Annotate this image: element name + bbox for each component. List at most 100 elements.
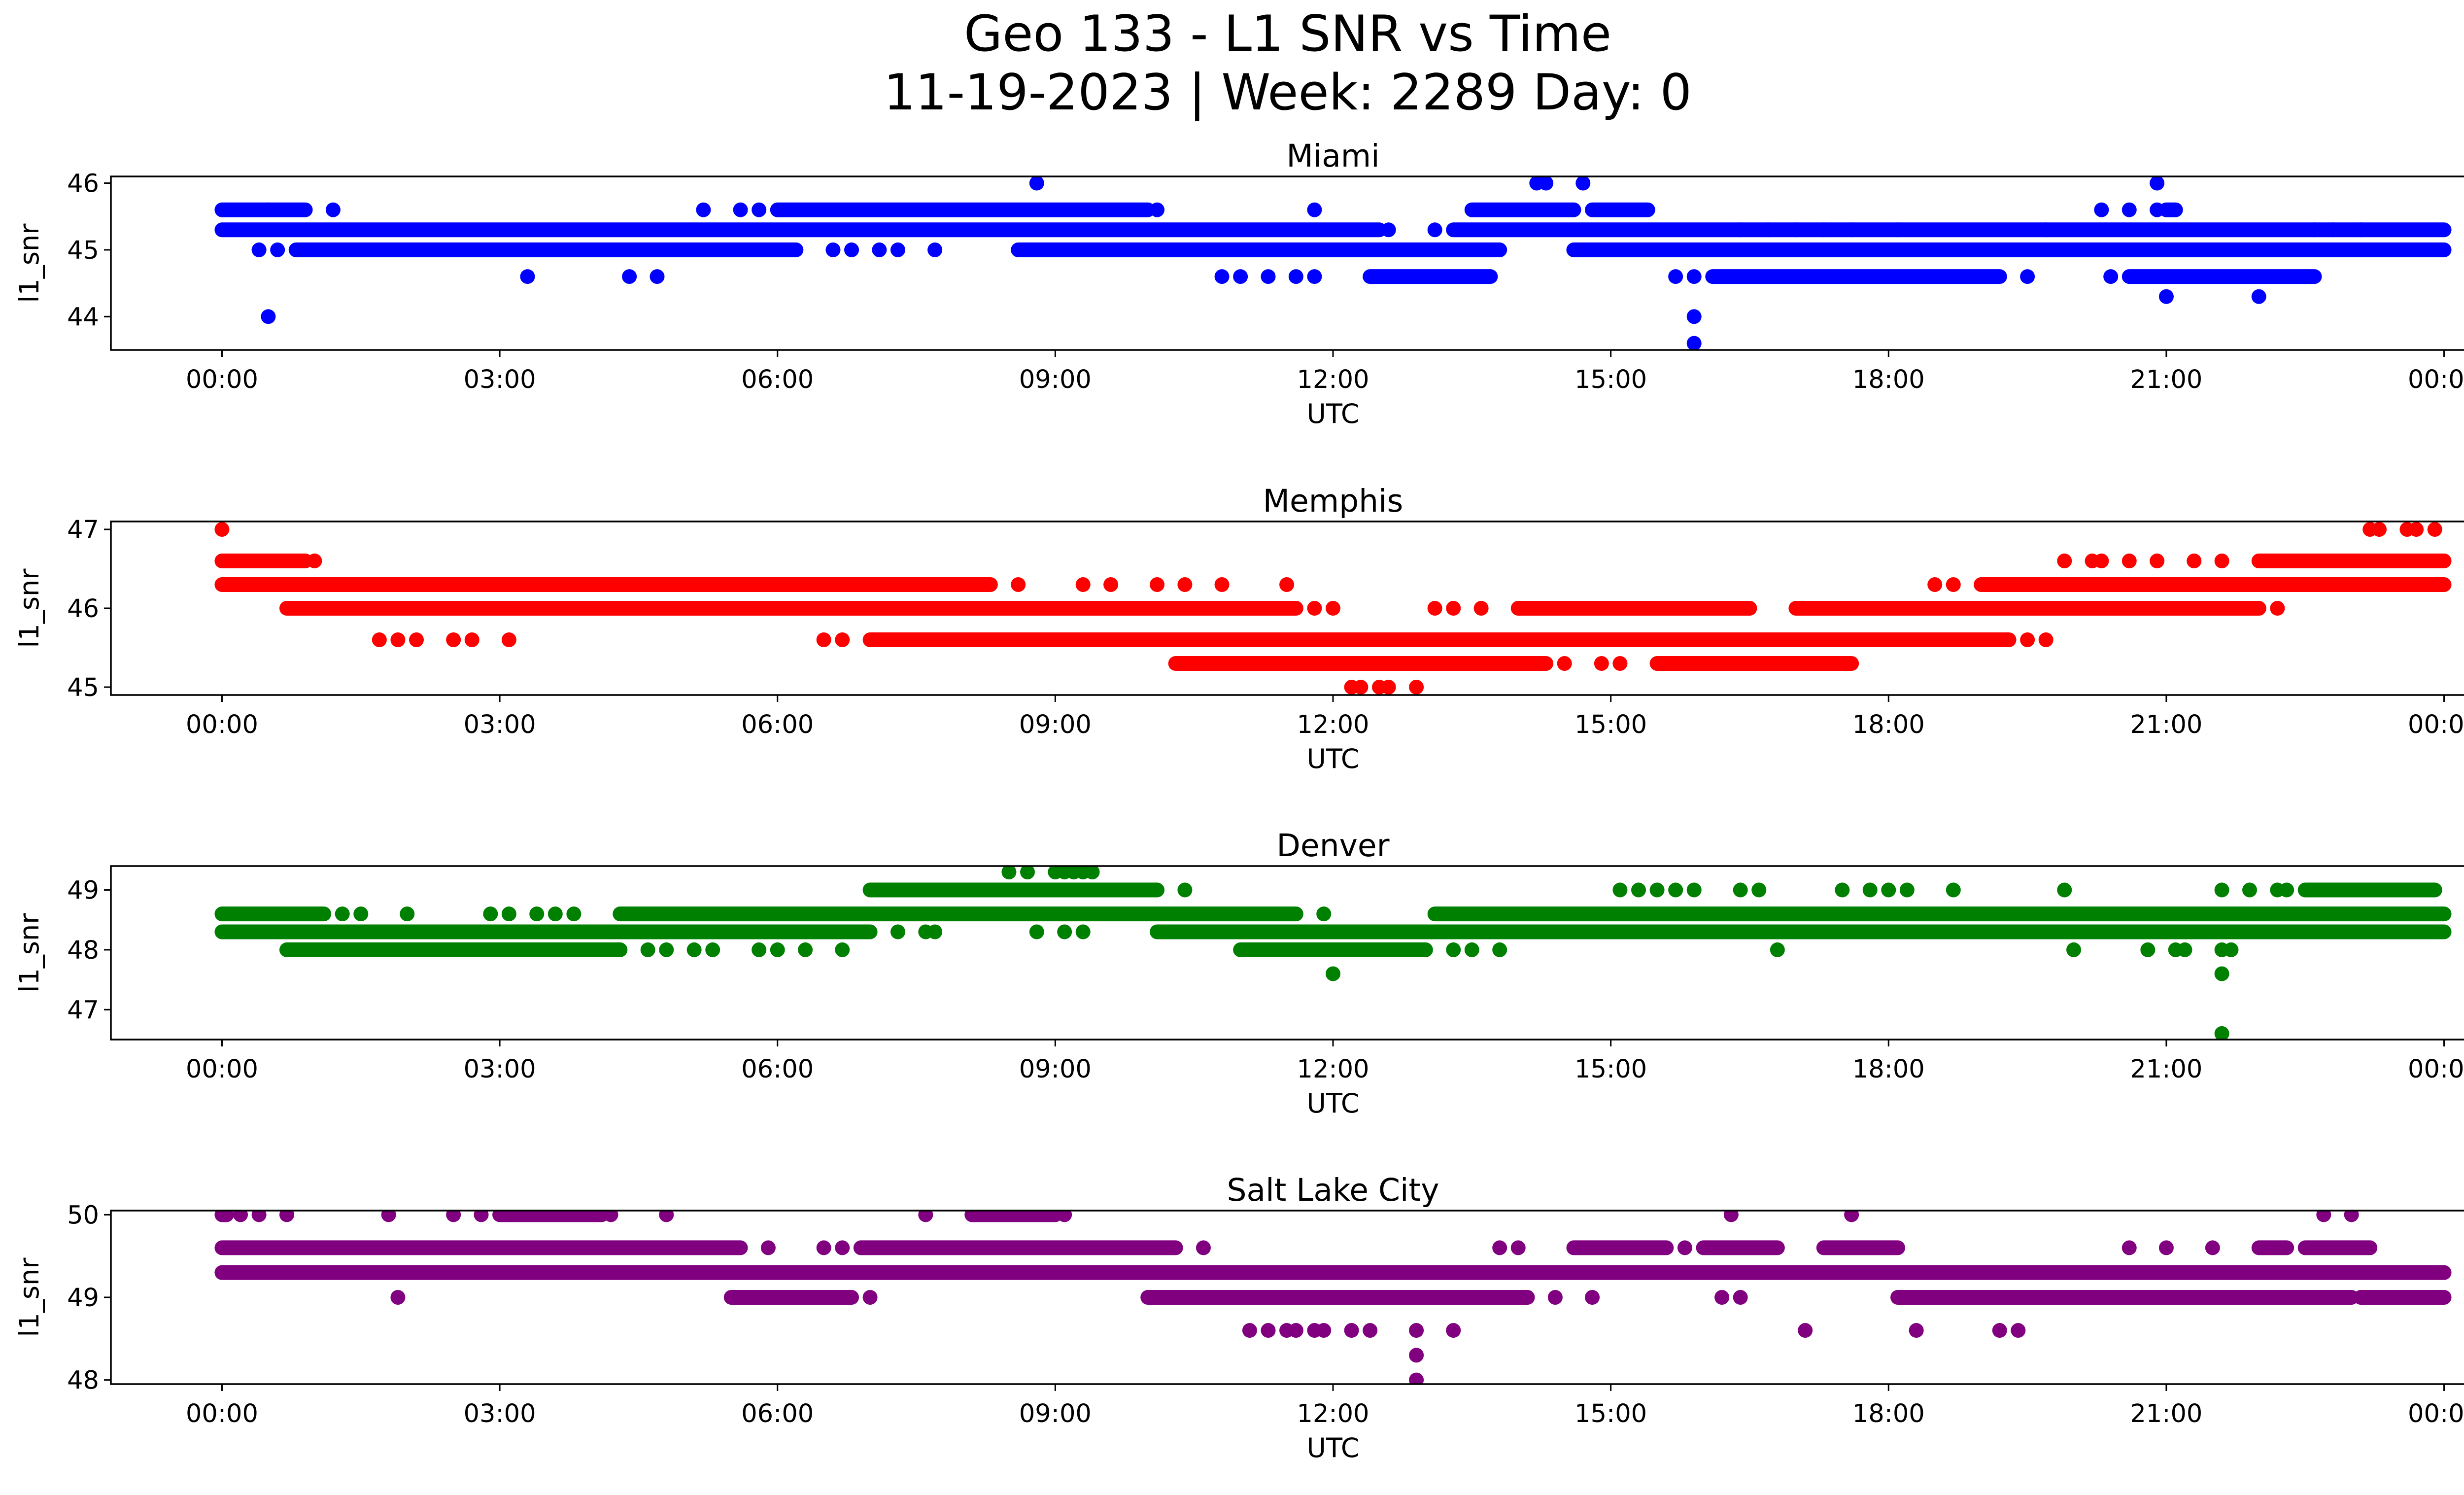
data-point xyxy=(1788,222,1804,238)
data-point xyxy=(270,242,285,257)
data-point xyxy=(1594,656,1609,671)
data-point xyxy=(279,1211,294,1222)
data-point xyxy=(409,632,424,647)
data-point xyxy=(261,309,276,324)
data-point xyxy=(816,632,831,647)
data-point xyxy=(2409,522,2424,537)
data-point xyxy=(2020,632,2035,647)
data-point xyxy=(2140,942,2156,957)
data-point xyxy=(2214,882,2229,898)
data-point xyxy=(1733,882,1748,898)
data-point xyxy=(2316,1211,2331,1222)
subplots-container: Miami 44 45 46 00:00 03:00 06:00 09:00 12:00 15:0… xyxy=(14,138,2464,1463)
data-point xyxy=(1075,577,1091,592)
x-tick-label: 00:00 xyxy=(2408,1399,2464,1428)
x-tick-label: 06:00 xyxy=(741,365,814,394)
data-point xyxy=(2279,882,2294,898)
data-point xyxy=(548,906,563,922)
data-point xyxy=(835,1240,850,1255)
data-point xyxy=(1427,222,1442,238)
y-tick-label: 49 xyxy=(67,1284,99,1313)
data-point xyxy=(1150,202,1165,217)
x-tick-label: 03:00 xyxy=(464,1399,536,1428)
data-point xyxy=(501,632,516,647)
data-point xyxy=(825,242,841,257)
data-point xyxy=(1492,1240,1507,1255)
x-tick-label: 06:00 xyxy=(741,710,814,739)
data-point xyxy=(2177,942,2192,957)
data-point xyxy=(862,1290,878,1305)
data-point xyxy=(1177,577,1193,592)
x-tick-label: 06:00 xyxy=(741,1399,814,1428)
data-point xyxy=(640,942,655,957)
data-point xyxy=(1862,882,1878,898)
chart-title-line2: 11-19-2023 | Week: 2289 Day: 0 xyxy=(884,63,1692,122)
data-point xyxy=(1196,1240,1211,1255)
subplot-data xyxy=(214,176,2452,350)
data-point xyxy=(1761,222,1776,238)
data-point xyxy=(2150,554,2165,568)
data-point xyxy=(1927,577,1943,592)
data-point xyxy=(2122,202,2137,217)
data-point xyxy=(1686,309,1702,324)
data-point xyxy=(1992,1323,2007,1338)
x-tick-label: 00:00 xyxy=(186,1399,258,1428)
x-axis-label: UTC xyxy=(1306,1088,1359,1119)
data-point xyxy=(1326,601,1340,616)
subplot-2: Denver 47 48 49 00:00 03:00 06:00 09:00 12:00 15:… xyxy=(14,828,2464,1119)
data-point xyxy=(353,906,369,922)
data-point xyxy=(1214,269,1230,284)
data-point xyxy=(233,1211,248,1222)
data-point xyxy=(566,906,582,922)
x-tick-label: 12:00 xyxy=(1297,1399,1369,1428)
data-point xyxy=(1631,882,1646,898)
data-point xyxy=(2326,222,2341,238)
data-point xyxy=(1585,1290,1600,1305)
y-tick-label: 45 xyxy=(67,236,99,265)
data-point xyxy=(1649,882,1665,898)
data-point xyxy=(1881,882,1896,898)
data-point xyxy=(835,632,850,647)
data-point xyxy=(1668,882,1683,898)
data-point xyxy=(1177,882,1193,898)
y-tick-label: 46 xyxy=(67,170,99,199)
data-point xyxy=(520,269,535,284)
subplot-data xyxy=(214,522,2452,695)
x-tick-label: 09:00 xyxy=(1019,1055,1092,1084)
x-tick-label: 12:00 xyxy=(1297,710,1369,739)
data-point xyxy=(1020,866,1035,880)
data-point xyxy=(381,1211,396,1222)
data-point xyxy=(1409,1348,1424,1363)
data-point xyxy=(261,202,276,217)
data-point xyxy=(1446,942,1461,957)
data-point xyxy=(1492,942,1507,957)
data-point xyxy=(1446,1323,1461,1338)
data-point xyxy=(1557,656,1572,671)
data-point xyxy=(1381,222,1396,238)
data-point xyxy=(1326,966,1340,981)
data-point xyxy=(2251,289,2266,304)
data-point xyxy=(1686,882,1702,898)
data-point xyxy=(1288,269,1303,284)
data-point xyxy=(1353,680,1369,695)
data-point xyxy=(927,242,943,257)
x-tick-label: 12:00 xyxy=(1297,1055,1369,1084)
data-point xyxy=(686,942,702,957)
data-point xyxy=(890,924,905,939)
x-tick-label: 00:00 xyxy=(2408,1055,2464,1084)
data-point xyxy=(1075,924,1091,939)
data-point xyxy=(1307,601,1322,616)
data-point xyxy=(1427,601,1442,616)
data-point xyxy=(1057,1211,1072,1222)
subplot-data xyxy=(214,866,2452,1040)
data-point xyxy=(650,269,665,284)
data-point xyxy=(2158,1240,2174,1255)
x-tick-label: 03:00 xyxy=(464,710,536,739)
x-tick-label: 00:00 xyxy=(2408,710,2464,739)
data-point xyxy=(1723,1211,1739,1222)
x-tick-label: 21:00 xyxy=(2130,365,2202,394)
data-point xyxy=(2158,289,2174,304)
chart-title-line1: Geo 133 - L1 SNR vs Time xyxy=(964,4,1611,63)
data-point xyxy=(400,906,415,922)
x-tick-label: 09:00 xyxy=(1019,1399,1092,1428)
